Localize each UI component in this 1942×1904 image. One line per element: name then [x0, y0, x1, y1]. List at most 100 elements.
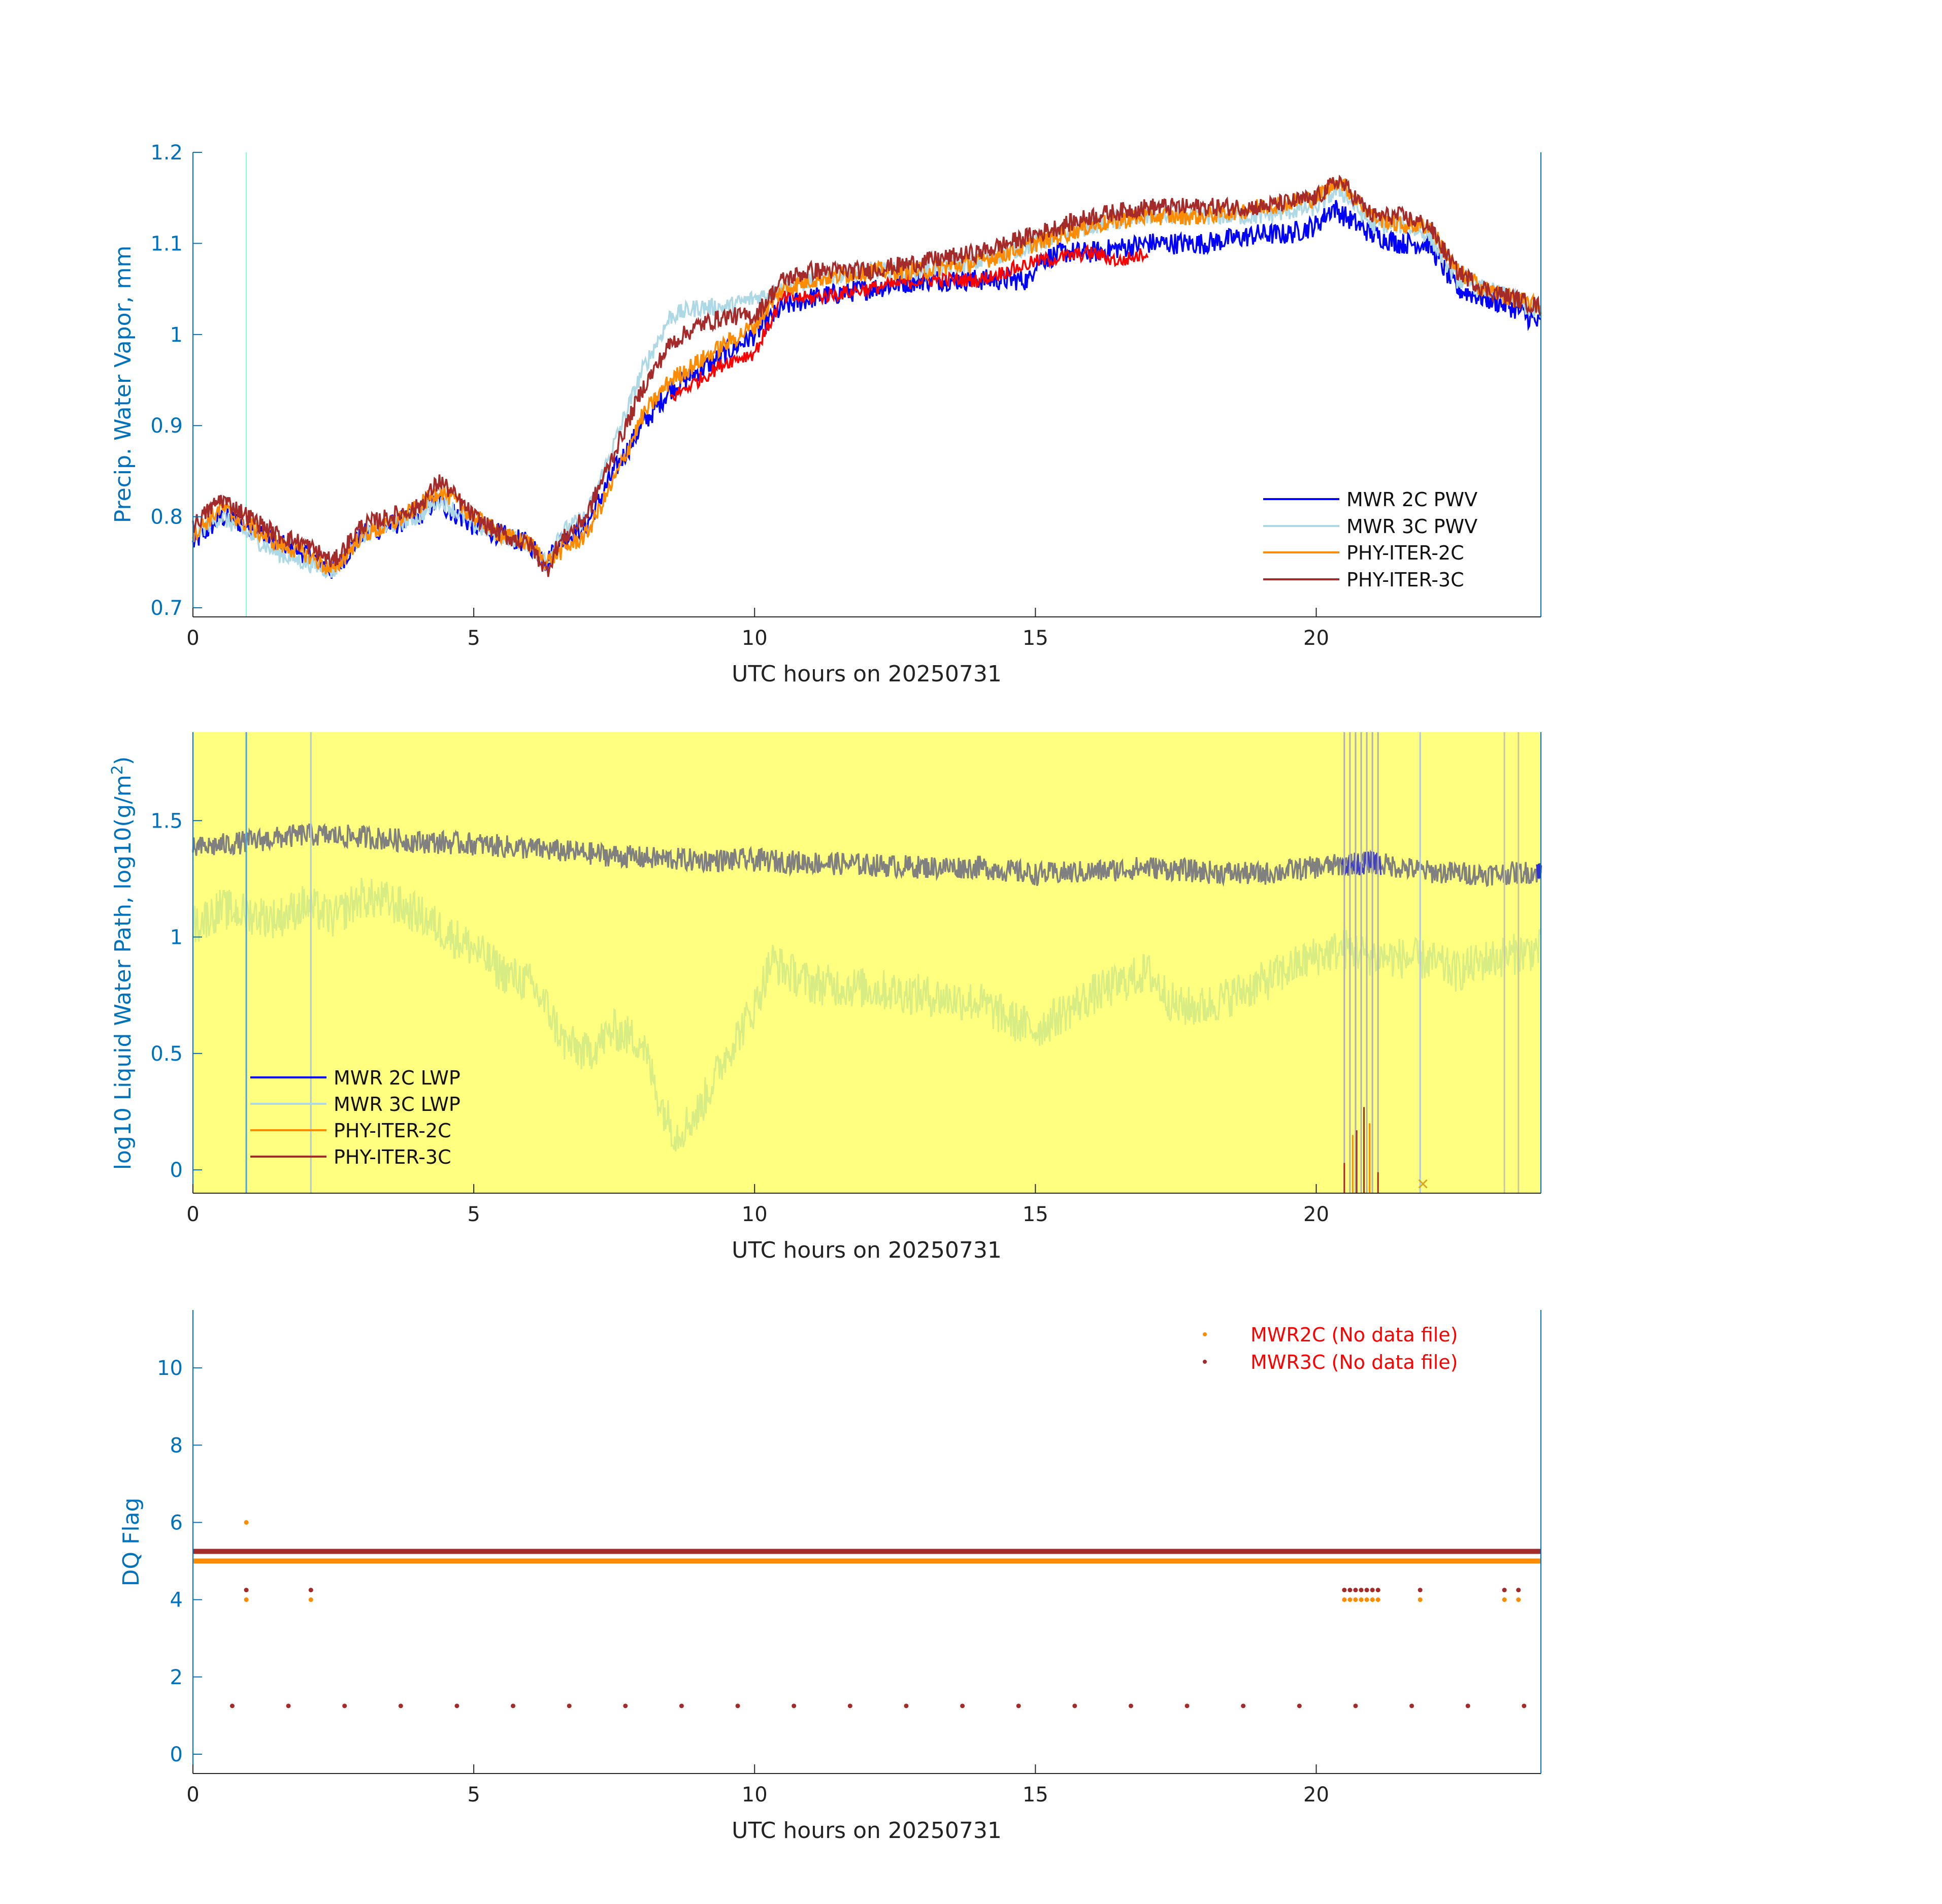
- dq-y-tick-label: 6: [170, 1511, 183, 1534]
- dq-y-tick-label: 10: [157, 1357, 183, 1380]
- lwp-legend-mwr3c: MWR 3C LWP: [334, 1093, 460, 1115]
- dq-point-mwr2c: [1370, 1597, 1375, 1602]
- lwp-x-marker: [1418, 1179, 1428, 1189]
- pwv-x-tick-label: 20: [1303, 627, 1329, 650]
- pwv-series-mwr2c: [192, 200, 1541, 579]
- dq-point-mwr3c: [1370, 1588, 1375, 1593]
- pwv-y-tick-label: 1.2: [150, 141, 183, 165]
- dq-point-mwr2c: [1342, 1597, 1347, 1602]
- pwv-legend-mwr3c: MWR 3C PWV: [1346, 515, 1477, 538]
- lwp-y-tick-label: 1.5: [150, 809, 183, 833]
- pwv-x-tick-label: 15: [1023, 627, 1048, 650]
- dq-point-mwr3c: [679, 1703, 684, 1709]
- dq-point-mwr3c: [244, 1588, 249, 1593]
- dq-point-mwr2c: [1353, 1597, 1358, 1602]
- lwp-x-ticks: 0 5 10 15 20: [186, 1184, 1329, 1226]
- dq-point-mwr2c: [1364, 1597, 1369, 1602]
- dq-point-mwr3c: [904, 1703, 909, 1709]
- dq-point-mwr3c: [229, 1703, 235, 1709]
- dq-x-tick-label: 15: [1023, 1783, 1048, 1807]
- pwv-legend-mwr2c: MWR 2C PWV: [1346, 488, 1477, 511]
- dq-point-mwr3c: [342, 1703, 347, 1709]
- pwv-y-axis-label: Precip. Water Vapor, mm: [110, 246, 136, 523]
- dq-point-mwr3c: [567, 1703, 572, 1709]
- pwv-legend-phy3c: PHY-ITER-3C: [1346, 569, 1464, 591]
- dq-point-mwr3c: [1297, 1703, 1302, 1709]
- dq-point-mwr2c: [1418, 1597, 1423, 1602]
- dq-point-mwr3c: [1184, 1703, 1190, 1709]
- dq-y-axis-label: DQ Flag: [118, 1498, 144, 1587]
- dq-x-tick-label: 10: [742, 1783, 768, 1807]
- lwp-x-tick-label: 0: [186, 1203, 199, 1226]
- dq-point-mwr3c: [1418, 1588, 1423, 1593]
- lwp-series-mwr3c-light: [192, 877, 1542, 1152]
- pwv-plot-area: [193, 152, 1541, 617]
- dq-point-mwr3c: [398, 1703, 403, 1709]
- dq-point-mwr2c: [308, 1597, 313, 1602]
- dq-point-mwr3c: [511, 1703, 516, 1709]
- dq-legend: MWR2C (No data file) MWR3C (No data file…: [1203, 1324, 1458, 1373]
- dq-point-mwr3c: [1359, 1588, 1364, 1593]
- dq-point-mwr3c: [308, 1588, 313, 1593]
- lwp-y-label-end: ): [110, 757, 136, 765]
- dq-point-mwr3c: [1364, 1588, 1369, 1593]
- dq-x-ticks: 0 5 10 15 20: [186, 1764, 1329, 1807]
- lwp-y-tick-label: 0.5: [150, 1042, 183, 1066]
- dq-point-mwr3c: [1342, 1588, 1347, 1593]
- dq-point-mwr2c: [1375, 1597, 1380, 1602]
- dq-point-mwr3c: [1072, 1703, 1077, 1709]
- dq-legend-mwr2c: MWR2C (No data file): [1250, 1324, 1458, 1346]
- dq-y-tick-label: 2: [170, 1666, 183, 1689]
- dq-x-tick-label: 0: [186, 1783, 199, 1807]
- dq-point-mwr3c: [1016, 1703, 1021, 1709]
- pwv-x-tick-label: 10: [742, 627, 768, 650]
- dq-point-mwr2c: [244, 1520, 249, 1525]
- lwp-series: [192, 823, 1542, 1152]
- lwp-vlines: [245, 732, 1520, 1193]
- pwv-y-tick-label: 0.7: [150, 597, 183, 620]
- dq-point-mwr2c: [1347, 1597, 1353, 1602]
- lwp-series-mwr2c-blue-end: [1536, 863, 1542, 879]
- pwv-panel: 0 5 10 15 20 0.7 0.8 0.9 1 1.1 1.2 UTC hours on 2…: [110, 141, 1542, 687]
- dq-legend-swatch-mwr3c: [1203, 1360, 1207, 1364]
- lwp-x-tick-label: 20: [1303, 1203, 1329, 1226]
- dq-point-mwr2c: [1502, 1597, 1507, 1602]
- lwp-legend-phy3c: PHY-ITER-3C: [334, 1146, 451, 1168]
- lwp-x-tick-label: 15: [1023, 1203, 1048, 1226]
- lwp-x-tick-label: 5: [467, 1203, 480, 1226]
- dq-point-mwr3c: [1375, 1588, 1380, 1593]
- dq-point-mwr3c: [1409, 1703, 1414, 1709]
- dq-point-mwr3c: [1522, 1703, 1527, 1709]
- lwp-bars: [1343, 1107, 1379, 1193]
- dq-point-mwr3c: [1465, 1703, 1470, 1709]
- lwp-series-mwr2c-gray: [192, 823, 1542, 888]
- dq-point-mwr3c: [735, 1703, 740, 1709]
- dq-y-ticks: 0 2 4 6 8 10: [157, 1357, 202, 1766]
- lwp-legend-mwr2c: MWR 2C LWP: [334, 1067, 460, 1089]
- lwp-y-axis-label: log10 Liquid Water Path, log10(g/m2): [109, 757, 136, 1170]
- pwv-y-tick-label: 1.1: [150, 232, 183, 255]
- dq-points: [229, 1520, 1527, 1709]
- pwv-series: [192, 174, 1542, 579]
- dq-panel: 0 5 10 15 20 0 2 4 6 8 10 UTC hours on 20250731 D…: [118, 1310, 1541, 1844]
- pwv-x-ticks: 0 5 10 15 20: [186, 608, 1329, 650]
- dq-legend-mwr3c: MWR3C (No data file): [1250, 1351, 1458, 1373]
- dq-bands: [193, 1549, 1541, 1564]
- dq-point-mwr3c: [1353, 1703, 1358, 1709]
- pwv-x-tick-label: 5: [467, 627, 480, 650]
- lwp-plot-area: [193, 732, 1541, 1193]
- dq-point-mwr3c: [454, 1703, 459, 1709]
- dq-y-tick-label: 8: [170, 1434, 183, 1457]
- dq-point-mwr3c: [1347, 1588, 1353, 1593]
- dq-point-mwr3c: [286, 1703, 291, 1709]
- dq-point-mwr3c: [847, 1703, 852, 1709]
- pwv-legend: MWR 2C PWV MWR 3C PWV PHY-ITER-2C PHY-IT…: [1263, 488, 1477, 591]
- dq-point-mwr2c: [244, 1597, 249, 1602]
- lwp-panel: 0 5 10 15 20 00.511.5 UTC hours on 20250731 …: [109, 732, 1542, 1263]
- pwv-series-phy3c: [192, 174, 1541, 577]
- lwp-x-tick-label: 10: [742, 1203, 768, 1226]
- dq-point-mwr3c: [1128, 1703, 1133, 1709]
- dq-x-axis-label: UTC hours on 20250731: [732, 1818, 1002, 1844]
- lwp-legend-phy2c: PHY-ITER-2C: [334, 1120, 451, 1142]
